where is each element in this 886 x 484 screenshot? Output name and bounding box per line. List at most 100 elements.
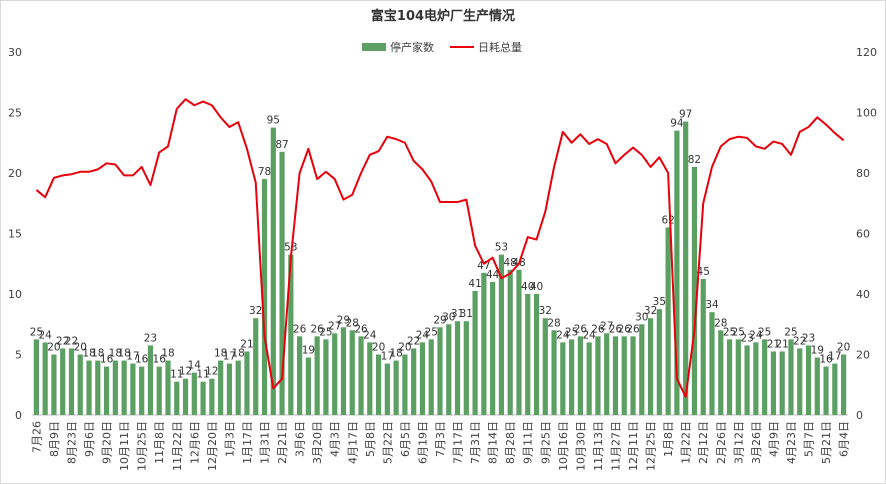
bar-value-label: 25 xyxy=(565,326,578,338)
bar xyxy=(832,363,838,415)
bar xyxy=(647,318,654,415)
y-tick-label: 15 xyxy=(8,228,22,241)
x-tick-label: 12月20日 xyxy=(206,421,219,471)
x-tick-label: 1月17日 xyxy=(241,421,254,464)
bar xyxy=(323,339,329,415)
bar-value-label: 24 xyxy=(38,329,52,341)
bar xyxy=(805,345,812,415)
bar-value-label: 25 xyxy=(758,326,771,338)
bar xyxy=(33,339,39,415)
bar-value-label: 17 xyxy=(223,351,236,363)
bar xyxy=(507,269,513,415)
bar-value-label: 24 xyxy=(416,329,430,341)
x-tick-label: 8月14日 xyxy=(487,421,500,464)
bar-value-label: 30 xyxy=(442,311,455,323)
bar xyxy=(779,351,785,415)
bar xyxy=(77,354,83,415)
bar-value-label: 20 xyxy=(47,342,60,354)
bar-value-label: 78 xyxy=(258,166,271,178)
bar xyxy=(367,342,373,415)
bar xyxy=(735,339,741,415)
bar xyxy=(463,321,469,415)
bar xyxy=(630,336,636,415)
bar-value-label: 23 xyxy=(740,332,753,344)
x-tick-label: 2月26日 xyxy=(715,421,728,464)
x-tick-label: 4月17日 xyxy=(346,421,359,464)
bar xyxy=(788,339,794,415)
line xyxy=(35,98,845,398)
x-tick-label: 10月16日 xyxy=(557,421,570,471)
bar-value-label: 18 xyxy=(232,348,245,360)
bar xyxy=(411,348,417,415)
bar-value-label: 18 xyxy=(109,348,122,360)
bar-value-label: 32 xyxy=(644,305,657,317)
bar xyxy=(86,360,92,415)
bar xyxy=(60,348,66,415)
x-tick-label: 8月28日 xyxy=(504,421,517,464)
bar-value-label: 18 xyxy=(389,348,402,360)
bar xyxy=(612,336,619,415)
bar xyxy=(472,290,478,415)
x-tick-label: 7月26 xyxy=(30,421,43,453)
x-tick-label: 2月12日 xyxy=(697,421,710,464)
chart-title: 富宝104电炉厂生产情况 xyxy=(371,8,515,24)
legend-label: 日耗总量 xyxy=(478,40,522,54)
bar-value-label: 53 xyxy=(284,242,297,254)
bar-value-label: 23 xyxy=(802,332,815,344)
bar-value-label: 17 xyxy=(828,351,841,363)
bar-value-label: 53 xyxy=(495,242,508,254)
bar xyxy=(112,360,118,415)
bar-value-label: 20 xyxy=(74,342,87,354)
bar xyxy=(305,357,311,415)
bar-value-label: 19 xyxy=(302,345,315,357)
bar xyxy=(744,345,750,415)
bar xyxy=(674,130,680,415)
bar xyxy=(182,378,189,415)
bar-value-label: 24 xyxy=(556,329,570,341)
bar-value-label: 19 xyxy=(811,345,824,357)
bar-value-label: 12 xyxy=(205,366,218,378)
bar xyxy=(542,318,548,415)
bar xyxy=(841,354,847,415)
bar-value-label: 24 xyxy=(363,329,377,341)
bar xyxy=(700,278,706,415)
bar xyxy=(498,254,505,415)
x-tick-label: 9月6日 xyxy=(83,421,96,457)
bar xyxy=(130,363,136,415)
x-tick-label: 1月8日 xyxy=(662,421,675,457)
x-tick-label: 11月13日 xyxy=(592,421,605,471)
x-tick-label: 10月25日 xyxy=(136,421,149,471)
legend-label: 停产家数 xyxy=(390,40,434,54)
bar-value-label: 28 xyxy=(346,317,359,329)
x-tick-label: 1月31日 xyxy=(259,421,272,464)
bar-value-label: 21 xyxy=(776,338,789,350)
bar-value-label: 18 xyxy=(161,348,174,360)
x-tick-label: 6月19日 xyxy=(416,421,429,464)
bar-value-label: 25 xyxy=(319,326,332,338)
bar xyxy=(147,345,154,415)
bar xyxy=(68,348,75,415)
x-tick-label: 5月7日 xyxy=(803,421,816,457)
bar-value-label: 32 xyxy=(539,305,552,317)
bar xyxy=(490,281,496,415)
bar-value-label: 21 xyxy=(240,338,253,350)
y2-tick-label: 20 xyxy=(856,349,870,362)
bar xyxy=(560,342,566,415)
x-tick-label: 12月6日 xyxy=(188,421,201,464)
bar xyxy=(349,330,355,415)
bar xyxy=(165,360,171,415)
bar xyxy=(569,339,575,415)
bar xyxy=(402,354,408,415)
bar xyxy=(656,309,662,415)
bar-value-label: 25 xyxy=(30,326,43,338)
bar xyxy=(358,336,364,415)
x-tick-label: 5月8日 xyxy=(364,421,377,457)
bar-value-label: 97 xyxy=(679,109,692,121)
y-tick-label: 0 xyxy=(15,409,22,422)
bar xyxy=(139,366,145,415)
bar xyxy=(604,333,610,415)
bar-value-label: 40 xyxy=(530,281,543,293)
bar-value-label: 44 xyxy=(486,269,500,281)
bar xyxy=(191,372,197,415)
